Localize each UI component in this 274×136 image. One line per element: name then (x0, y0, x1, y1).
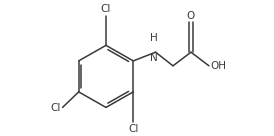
Text: OH: OH (210, 61, 226, 71)
Text: H: H (150, 33, 158, 43)
Text: Cl: Cl (50, 103, 61, 113)
Text: O: O (187, 11, 195, 21)
Text: Cl: Cl (101, 4, 111, 14)
Text: Cl: Cl (128, 123, 138, 134)
Text: N: N (150, 53, 158, 63)
